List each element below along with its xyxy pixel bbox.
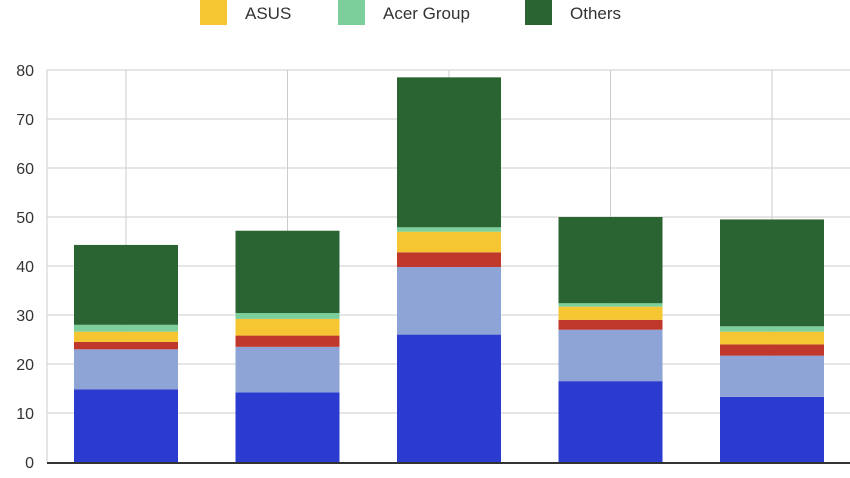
bar-segment (235, 313, 340, 319)
bar-segment (558, 381, 663, 462)
bar-segment (74, 349, 178, 390)
legend-swatch (200, 0, 227, 25)
bar-segment (397, 266, 501, 335)
bar-segment (74, 244, 178, 325)
y-tick-label: 20 (16, 357, 34, 374)
bar-segment (74, 341, 178, 350)
bar-segment (720, 396, 824, 462)
y-tick-label: 50 (16, 210, 34, 227)
bar-segment (720, 326, 824, 332)
legend-label: ASUS (245, 4, 291, 23)
bar-segment (558, 303, 663, 307)
y-tick-label: 60 (16, 161, 34, 178)
legend-item: Others (525, 0, 621, 25)
y-tick-label: 40 (16, 259, 34, 276)
legend-item: ASUS (200, 0, 291, 25)
bar-segment (720, 331, 824, 345)
bar-segment (558, 217, 663, 304)
y-tick-label: 30 (16, 308, 34, 325)
y-tick-label: 0 (25, 455, 34, 472)
bar-segment (720, 219, 824, 327)
legend-label: Others (570, 4, 621, 23)
bar-segment (720, 355, 824, 397)
bar-segment (558, 306, 663, 320)
bar-segment (235, 230, 340, 314)
bar-segment (397, 252, 501, 267)
bar-segment (397, 227, 501, 232)
bar-segment (720, 344, 824, 356)
legend-swatch (525, 0, 552, 25)
legend-swatch (338, 0, 365, 25)
bars (74, 77, 824, 462)
bar-segment (558, 329, 663, 382)
bar-segment (235, 346, 340, 393)
bar-segment (235, 335, 340, 347)
y-tick-label: 10 (16, 406, 34, 423)
legend-label: Acer Group (383, 4, 470, 23)
bar-segment (397, 334, 501, 462)
legend: ASUS Acer Group Others (200, 0, 621, 25)
bar-segment (235, 392, 340, 462)
bar-segment (74, 389, 178, 462)
y-tick-label: 70 (16, 112, 34, 129)
bar-segment (558, 319, 663, 330)
axes: 0 10 20 30 40 50 60 70 80 (16, 63, 850, 472)
bar-segment (74, 324, 178, 332)
bar-segment (74, 331, 178, 342)
bar-segment (397, 231, 501, 253)
bar-segment (397, 77, 501, 228)
bar-segment (235, 318, 340, 336)
legend-item: Acer Group (338, 0, 470, 25)
y-tick-label: 80 (16, 63, 34, 80)
